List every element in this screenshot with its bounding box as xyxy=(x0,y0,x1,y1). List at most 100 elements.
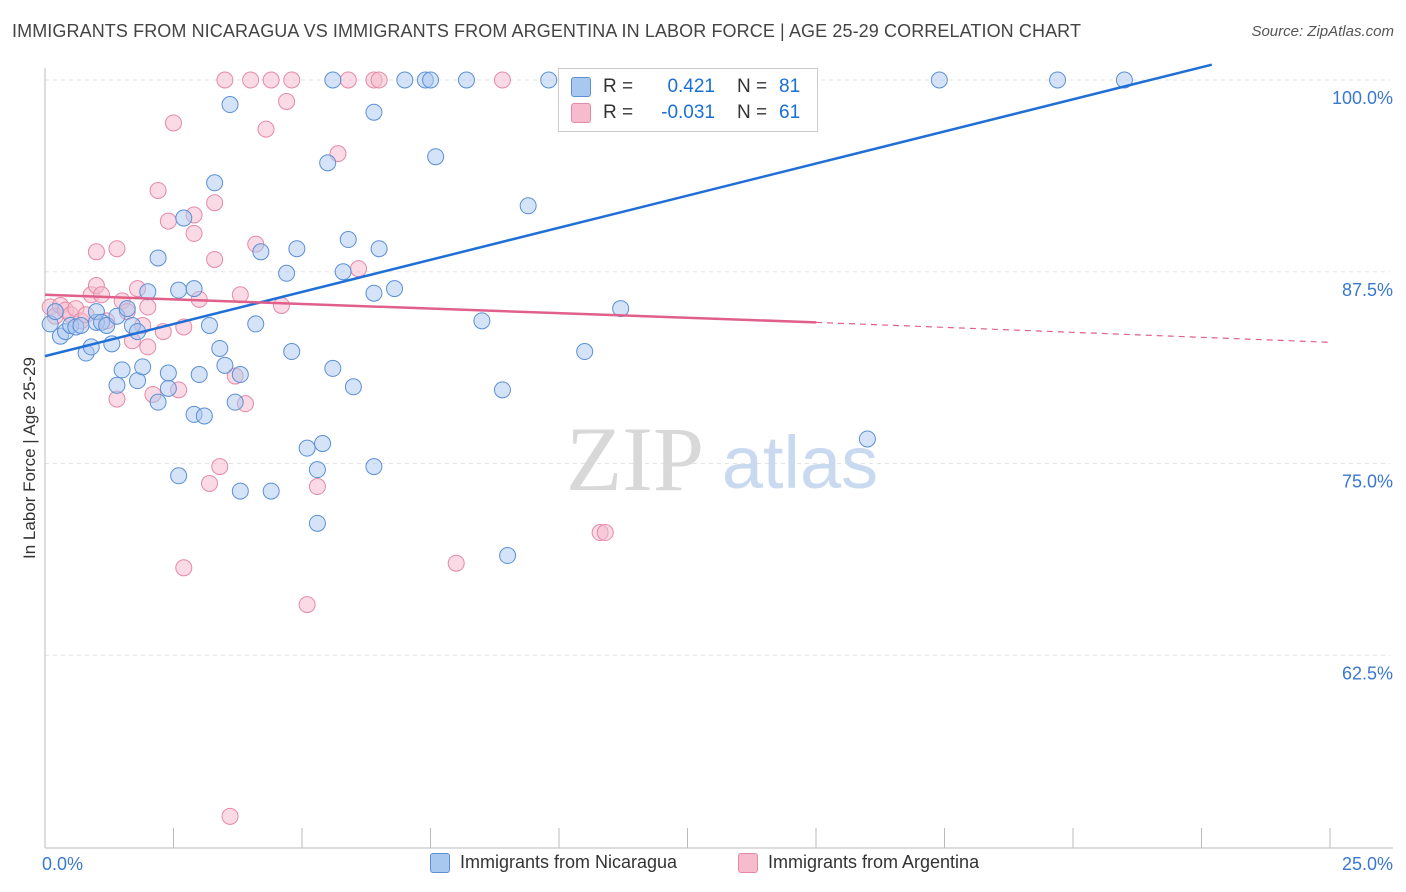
correlation-legend: R = 0.421 N = 81 R = -0.031 N = 61 xyxy=(558,68,818,132)
data-point-nicaragua xyxy=(493,381,511,399)
data-point-nicaragua xyxy=(175,209,193,227)
data-point-nicaragua xyxy=(576,343,594,361)
data-point-nicaragua xyxy=(231,366,249,384)
data-point-nicaragua xyxy=(185,280,203,298)
data-point-nicaragua xyxy=(283,343,301,361)
gridlines xyxy=(45,79,1390,656)
data-point-nicaragua xyxy=(365,284,383,302)
data-point-nicaragua xyxy=(473,312,491,330)
trend-line-argentina-extension xyxy=(815,321,1331,343)
watermark-atlas: atlas xyxy=(722,421,878,504)
data-point-argentina xyxy=(262,71,280,89)
data-point-nicaragua xyxy=(221,96,239,114)
y-tick-label: 75.0% xyxy=(1342,472,1393,492)
data-point-nicaragua xyxy=(519,197,537,215)
data-point-nicaragua xyxy=(319,154,337,172)
legend-n-value: 81 xyxy=(779,76,801,97)
data-point-nicaragua xyxy=(170,467,188,485)
data-point-nicaragua xyxy=(858,430,876,448)
data-point-argentina xyxy=(339,71,357,89)
data-point-argentina xyxy=(350,260,368,278)
data-point-nicaragua xyxy=(200,316,218,334)
data-point-argentina xyxy=(93,286,111,304)
legend-r-value: 0.421 xyxy=(667,76,715,97)
data-point-nicaragua xyxy=(386,280,404,298)
data-point-argentina xyxy=(283,71,301,89)
legend-swatch-pink xyxy=(738,852,758,873)
data-point-argentina xyxy=(159,212,177,230)
data-point-nicaragua xyxy=(46,303,64,321)
legend-r-label: R = xyxy=(603,76,634,97)
data-point-nicaragua xyxy=(370,240,388,258)
source-label: Source: ZipAtlas.com xyxy=(1251,23,1394,40)
data-point-nicaragua xyxy=(159,379,177,397)
data-point-nicaragua xyxy=(190,366,208,384)
data-point-argentina xyxy=(257,120,275,138)
data-point-nicaragua xyxy=(134,358,152,376)
watermark: ZIP atlas xyxy=(566,408,878,510)
data-point-nicaragua xyxy=(226,393,244,411)
data-point-argentina xyxy=(149,181,167,199)
data-point-argentina xyxy=(596,524,614,542)
axes xyxy=(44,68,1393,849)
legend-n-value: 61 xyxy=(779,102,801,123)
data-point-argentina xyxy=(200,474,218,492)
chart-title: IMMIGRANTS FROM NICARAGUA VS IMMIGRANTS … xyxy=(12,21,1082,41)
data-point-nicaragua xyxy=(170,281,188,299)
data-point-nicaragua xyxy=(396,71,414,89)
data-point-nicaragua xyxy=(457,71,475,89)
tick-labels: 100.0% 87.5% 75.0% 62.5% 0.0% 25.0% xyxy=(42,88,1393,874)
data-point-nicaragua xyxy=(422,71,439,89)
data-point-nicaragua xyxy=(278,264,296,282)
trend-line-nicaragua xyxy=(44,63,1213,358)
legend-row-argentina: R = -0.031 N = 61 xyxy=(571,101,800,125)
data-point-argentina xyxy=(108,240,126,258)
data-point-argentina xyxy=(139,298,157,316)
data-point-nicaragua xyxy=(540,71,558,89)
data-point-nicaragua xyxy=(211,339,229,357)
y-tick-label: 62.5% xyxy=(1342,663,1393,683)
legend-swatch-blue xyxy=(430,852,450,873)
watermark-zip: ZIP xyxy=(566,408,704,510)
data-point-argentina xyxy=(308,478,326,496)
data-point-nicaragua xyxy=(324,71,342,89)
data-point-nicaragua xyxy=(334,263,352,281)
legend-n-label: N = xyxy=(737,76,768,97)
y-tick-label: 100.0% xyxy=(1332,88,1393,108)
data-point-nicaragua xyxy=(72,316,90,334)
data-point-nicaragua xyxy=(195,407,213,425)
data-point-nicaragua xyxy=(427,148,445,166)
legend-item-nicaragua: Immigrants from Nicaragua xyxy=(430,852,677,873)
data-point-nicaragua xyxy=(344,378,362,396)
data-point-nicaragua xyxy=(247,315,265,333)
data-point-nicaragua xyxy=(499,547,517,565)
data-point-argentina xyxy=(216,71,234,89)
data-point-argentina xyxy=(87,243,105,261)
data-point-argentina xyxy=(370,71,388,89)
data-point-argentina xyxy=(206,250,224,268)
data-point-argentina xyxy=(278,92,296,110)
data-point-nicaragua xyxy=(930,71,948,89)
data-point-argentina xyxy=(272,296,290,314)
y-axis-label: In Labor Force | Age 25-29 xyxy=(20,357,39,559)
data-point-nicaragua xyxy=(298,439,316,457)
legend-item-argentina: Immigrants from Argentina xyxy=(738,852,979,873)
legend-swatch-blue xyxy=(571,77,591,97)
data-point-nicaragua xyxy=(252,243,270,261)
legend-label-nicaragua: Immigrants from Nicaragua xyxy=(460,852,678,872)
legend-swatch-pink xyxy=(571,103,591,123)
data-point-nicaragua xyxy=(118,300,136,318)
data-point-argentina xyxy=(211,458,229,476)
data-point-argentina xyxy=(298,596,316,614)
data-point-argentina xyxy=(175,559,193,577)
legend-r-value: -0.031 xyxy=(661,102,715,123)
series-argentina-points xyxy=(41,71,619,825)
data-point-nicaragua xyxy=(262,482,280,500)
data-point-nicaragua xyxy=(149,249,167,267)
data-point-nicaragua xyxy=(339,231,357,249)
legend-r-label: R = xyxy=(603,102,634,123)
data-point-argentina xyxy=(206,194,224,212)
data-point-nicaragua xyxy=(365,458,383,476)
data-point-nicaragua xyxy=(314,435,332,453)
